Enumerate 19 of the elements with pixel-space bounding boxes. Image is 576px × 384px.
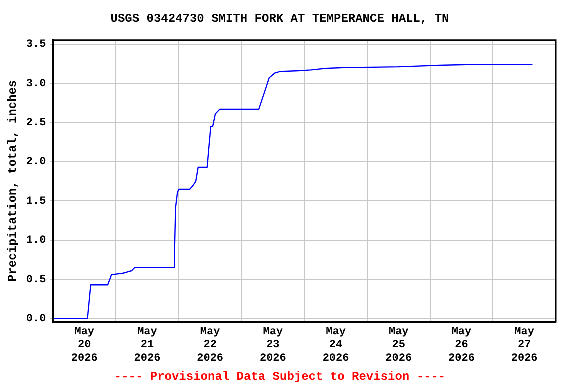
- x-tick-label: May 25 2026: [386, 326, 412, 365]
- x-tick-label: May 27 2026: [511, 326, 538, 365]
- x-tick-label: May 20 2026: [71, 326, 98, 365]
- y-tick-label: 0.0: [26, 314, 46, 326]
- y-tick-label: 3.5: [26, 39, 47, 52]
- x-tick-label: May 22 2026: [197, 326, 224, 365]
- text: ---- Provisional Data Subject to Revision ----: [114, 370, 446, 384]
- y-tick-label: 1.0: [26, 235, 46, 248]
- y-tick-label: 3.0: [26, 78, 46, 90]
- x-tick-label: May 24 2026: [322, 326, 350, 365]
- chart-title: USGS 03424730 SMITH FORK AT TEMPERANCE HALL, TN: [110, 12, 450, 26]
- y-tick-label: 0.5: [26, 274, 47, 286]
- x-tick-label: May 23 2026: [260, 326, 286, 365]
- y-tick-label: 2.5: [26, 118, 47, 130]
- y-tick-label: 1.5: [26, 196, 47, 208]
- x-tick-label: May 21 2026: [134, 326, 161, 365]
- y-tick-label: 2.0: [26, 156, 46, 169]
- y-axis-title: Precipitation, total, inches: [6, 80, 20, 282]
- x-tick-label: May 26 2026: [448, 326, 475, 365]
